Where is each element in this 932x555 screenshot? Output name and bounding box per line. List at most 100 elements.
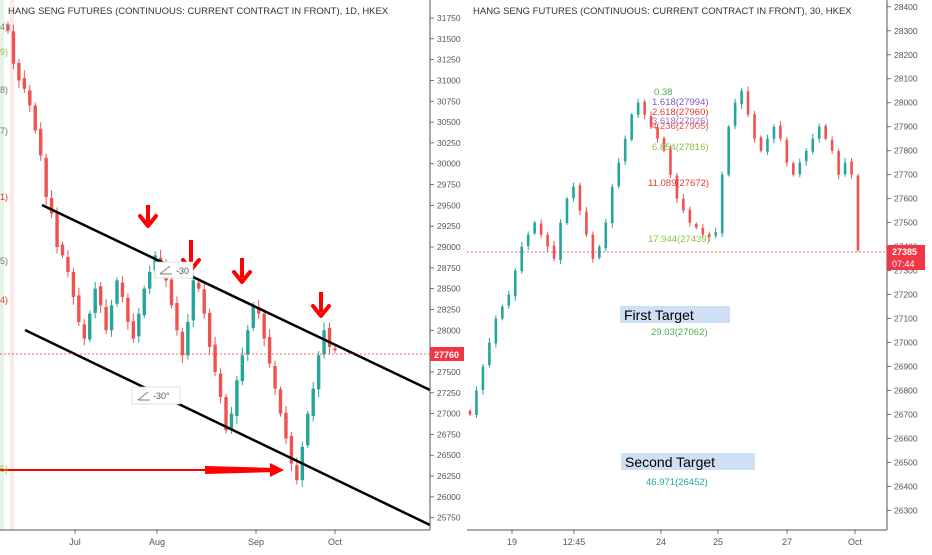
angle-text-lower: -30° xyxy=(153,391,170,401)
x-tick-label: 24 xyxy=(656,537,666,547)
candle-body xyxy=(578,185,582,211)
candle-body xyxy=(229,413,234,429)
candle-body xyxy=(273,366,277,389)
edge-label: 7) xyxy=(0,126,8,136)
edge-label: 9) xyxy=(0,47,8,57)
y-tick-label: 26600 xyxy=(894,433,918,443)
right-arrow-icon xyxy=(205,463,284,477)
y-tick-label: 27900 xyxy=(894,122,918,132)
y-tick-label: 27200 xyxy=(894,290,918,300)
candle-body xyxy=(520,246,524,272)
y-tick-label: 27300 xyxy=(894,266,918,276)
candle-body xyxy=(66,256,70,272)
y-tick-label: 28200 xyxy=(894,50,918,60)
x-tick-label: Aug xyxy=(149,537,165,547)
y-tick-label: 29000 xyxy=(437,242,461,252)
edge-label: 5) xyxy=(0,256,8,266)
left-candles xyxy=(6,21,337,487)
left-price-tag xyxy=(430,347,464,361)
candle-body xyxy=(142,288,146,316)
candle-body xyxy=(289,436,294,464)
candle-body xyxy=(306,413,310,446)
right-x-axis[interactable]: 19 12:45 24 25 27 Oct xyxy=(507,530,863,547)
candle-body xyxy=(468,410,472,415)
x-tick-label: Jul xyxy=(69,537,81,547)
left-y-axis[interactable]: 25750 26000 26250 26500 26750 27000 27250 27500… xyxy=(430,13,461,523)
channel-upper-line[interactable] xyxy=(41,203,431,392)
candle-body xyxy=(559,222,562,261)
candle-body xyxy=(93,288,97,313)
channel-lower-line[interactable] xyxy=(24,328,431,527)
candle-body xyxy=(77,295,81,322)
candle-body xyxy=(488,342,491,366)
y-tick-label: 26900 xyxy=(894,362,918,372)
y-tick-label: 30500 xyxy=(437,117,461,127)
candle-body xyxy=(49,197,54,214)
candle-body xyxy=(137,313,141,337)
candle-body xyxy=(662,138,666,151)
candle-body xyxy=(11,31,16,64)
candle-body xyxy=(494,318,498,344)
y-tick-label: 28400 xyxy=(894,2,918,12)
left-x-axis[interactable]: Jul Aug Sep Oct xyxy=(69,530,342,547)
fib-label: 0.38 xyxy=(654,87,673,98)
candle-body xyxy=(39,128,43,156)
edge-label: 4) xyxy=(0,295,8,305)
x-tick-label: Sep xyxy=(248,537,264,547)
candle-body xyxy=(656,127,659,139)
candle-body xyxy=(701,227,705,235)
y-tick-label: 28100 xyxy=(894,74,918,84)
fib-label: 1.618(27994) xyxy=(652,97,709,108)
y-tick-label: 29750 xyxy=(437,180,461,190)
candle-body xyxy=(295,465,299,481)
edge-label: 4) xyxy=(0,22,8,32)
y-tick-label: 26250 xyxy=(437,471,461,481)
candle-body xyxy=(202,289,206,314)
candle-body xyxy=(28,90,32,106)
fib-label: 17.944(27439) xyxy=(648,234,710,245)
first-target-label: First Target xyxy=(624,307,694,323)
candle-body xyxy=(526,234,530,247)
candle-body xyxy=(240,355,245,382)
candle-body xyxy=(109,305,114,331)
y-tick-label: 30750 xyxy=(437,96,461,106)
y-tick-label: 28250 xyxy=(437,304,461,314)
candle-body xyxy=(191,280,195,321)
fib-label: 4.236(27905) xyxy=(652,121,709,132)
candle-body xyxy=(636,102,640,115)
candle-body xyxy=(610,186,614,224)
y-tick-label: 26500 xyxy=(437,450,461,460)
candle-body xyxy=(246,330,250,355)
candle-body xyxy=(507,294,511,306)
angle-text-upper: -30 xyxy=(176,266,189,276)
y-tick-label: 26300 xyxy=(894,505,918,515)
y-tick-label: 26400 xyxy=(894,481,918,491)
fib-label: 2.618(27960) xyxy=(652,107,709,118)
candle-body xyxy=(817,126,821,139)
candle-body xyxy=(623,138,627,162)
x-tick-label: 25 xyxy=(713,537,723,547)
left-plot-background xyxy=(0,0,430,550)
candle-body xyxy=(714,232,718,236)
y-tick-label: 27600 xyxy=(894,194,918,204)
candle-body xyxy=(55,212,59,248)
candle-body xyxy=(643,101,646,115)
left-chart-panel[interactable]: -30 -30° 4) 9) 8) 7) 1) 5) 4) 5) HANG SE… xyxy=(0,0,464,550)
candle-body xyxy=(481,366,485,391)
right-chart-panel[interactable]: 0.38 1.618(27994) 2.618(27960) 3.618(279… xyxy=(467,0,925,550)
candle-body xyxy=(262,313,266,339)
candle-body xyxy=(180,331,185,356)
candle-body xyxy=(218,373,223,397)
candle-body xyxy=(148,271,152,289)
candle-body xyxy=(617,162,621,187)
y-tick-label: 26750 xyxy=(437,429,461,439)
x-tick-label: Oct xyxy=(328,537,343,547)
edge-label: 1) xyxy=(0,192,8,202)
angle-label-upper: -30 xyxy=(154,261,194,279)
candle-body xyxy=(753,114,756,139)
y-tick-label: 27000 xyxy=(437,409,461,419)
y-tick-label: 27500 xyxy=(437,367,461,377)
candle-body xyxy=(682,198,685,211)
x-tick-label: 27 xyxy=(782,537,792,547)
